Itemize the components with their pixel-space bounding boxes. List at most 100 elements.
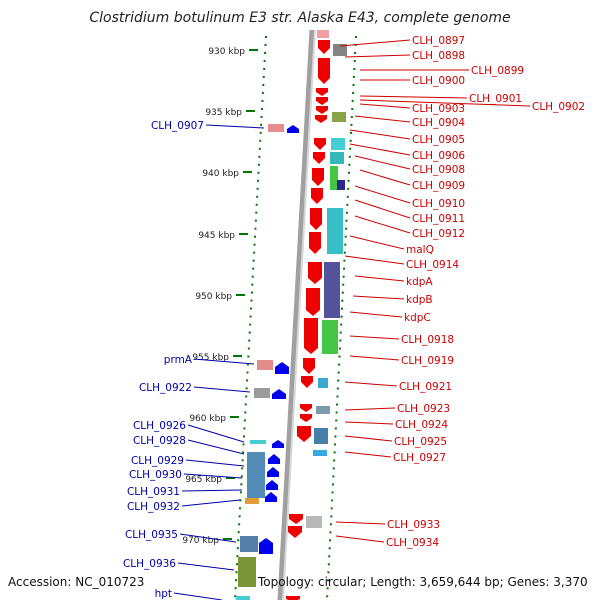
forward-label-leader xyxy=(354,185,411,204)
scale-tick-label: 955 kbp xyxy=(192,353,229,363)
reverse-label-leader xyxy=(187,439,245,455)
forward-label-leader xyxy=(359,99,531,107)
backbone-top-marker xyxy=(317,30,329,38)
reverse-outer-dotted-line xyxy=(234,35,267,600)
forward-gene-label[interactable]: CLH_0904 xyxy=(412,117,465,129)
forward-label-leader xyxy=(354,115,411,123)
reverse-gene-label[interactable]: CLH_0907 xyxy=(151,120,204,132)
forward-gene-arrow xyxy=(316,88,328,96)
feature-box xyxy=(337,180,345,190)
forward-gene-arrow xyxy=(301,376,313,388)
reverse-gene-label[interactable]: CLH_0926 xyxy=(133,420,186,432)
forward-gene-label[interactable]: CLH_0921 xyxy=(399,381,452,393)
reverse-gene-label[interactable]: CLH_0932 xyxy=(127,501,180,513)
forward-gene-label[interactable]: CLH_0905 xyxy=(412,134,465,146)
reverse-label-leader xyxy=(193,386,251,393)
feature-box xyxy=(330,152,344,164)
reverse-gene-label[interactable]: CLH_0928 xyxy=(133,435,186,447)
forward-gene-arrow xyxy=(316,97,328,105)
forward-gene-label[interactable]: CLH_0918 xyxy=(401,334,454,346)
feature-box xyxy=(306,516,322,528)
forward-gene-label[interactable]: CLH_0902 xyxy=(532,101,585,113)
scale-tick-label: 960 kbp xyxy=(189,414,226,424)
forward-label-leader xyxy=(354,275,405,282)
feature-box xyxy=(314,428,328,444)
reverse-gene-label[interactable]: CLH_0931 xyxy=(127,486,180,498)
forward-gene-label[interactable]: CLH_0919 xyxy=(401,355,454,367)
forward-gene-label[interactable]: CLH_0924 xyxy=(395,419,448,431)
forward-gene-arrow xyxy=(310,208,322,230)
feature-box xyxy=(332,112,346,122)
forward-strand-genes xyxy=(286,40,330,600)
forward-gene-label[interactable]: CLH_0898 xyxy=(412,50,465,62)
forward-label-leader xyxy=(344,255,405,265)
feature-box xyxy=(327,208,343,254)
reverse-label-leader xyxy=(187,424,245,443)
reverse-gene-label[interactable]: CLH_0930 xyxy=(129,469,182,481)
reverse-gene-label[interactable]: CLH_0936 xyxy=(123,558,176,570)
forward-gene-arrow xyxy=(312,168,324,186)
feature-box xyxy=(330,166,338,190)
scale-ticks: 930 kbp 935 kbp 940 kbp 945 kbp 950 kbp 955 k… xyxy=(182,47,258,546)
reverse-gene-arrow xyxy=(259,538,273,554)
forward-gene-label[interactable]: kdpA xyxy=(406,276,433,288)
forward-gene-label[interactable]: kdpC xyxy=(404,312,431,324)
forward-label-leader xyxy=(349,355,400,361)
reverse-gene-label[interactable]: CLH_0929 xyxy=(131,455,184,467)
forward-label-leader xyxy=(344,381,398,387)
forward-gene-label[interactable]: CLH_0934 xyxy=(386,537,439,549)
forward-gene-arrow xyxy=(315,115,327,123)
feature-box xyxy=(313,450,327,456)
reverse-strand-genes xyxy=(259,125,299,554)
reverse-gene-label[interactable]: hpt xyxy=(155,588,172,600)
forward-gene-label[interactable]: CLH_0914 xyxy=(406,259,459,271)
reverse-label-leader xyxy=(183,473,243,479)
scale-tick-label: 950 kbp xyxy=(195,292,232,302)
forward-gene-label[interactable]: CLH_0906 xyxy=(412,150,465,162)
forward-gene-arrow xyxy=(311,188,323,204)
feature-box xyxy=(322,320,338,354)
forward-gene-label[interactable]: CLH_0901 xyxy=(469,93,522,105)
reverse-gene-arrow xyxy=(275,362,289,374)
forward-gene-arrow xyxy=(318,58,330,84)
forward-gene-arrow xyxy=(318,40,330,54)
forward-label-leader xyxy=(344,451,392,458)
forward-gene-label[interactable]: CLH_0910 xyxy=(412,198,465,210)
genome-backbone-shadow xyxy=(282,29,316,600)
forward-gene-label[interactable]: CLH_0903 xyxy=(412,103,465,115)
feature-box xyxy=(247,452,265,498)
forward-label-leader xyxy=(349,143,411,156)
reverse-gene-label[interactable]: CLH_0935 xyxy=(125,529,178,541)
forward-gene-arrow xyxy=(286,596,300,600)
feature-box xyxy=(268,124,284,132)
forward-gene-label[interactable]: CLH_0909 xyxy=(412,180,465,192)
forward-gene-label[interactable]: CLH_0900 xyxy=(412,75,465,87)
forward-gene-label[interactable]: CLH_0899 xyxy=(471,65,524,77)
forward-gene-arrow xyxy=(314,138,326,150)
forward-gene-label[interactable]: CLH_0912 xyxy=(412,228,465,240)
scale-tick-label: 935 kbp xyxy=(205,108,242,118)
reverse-gene-arrow xyxy=(265,492,277,502)
forward-gene-label[interactable]: malQ xyxy=(406,244,434,256)
feature-boxes xyxy=(236,44,347,600)
forward-label-leader xyxy=(349,311,403,318)
forward-gene-label[interactable]: CLH_0933 xyxy=(387,519,440,531)
forward-label-leader xyxy=(352,295,405,300)
forward-gene-label[interactable]: kdpB xyxy=(406,294,433,306)
feature-box xyxy=(324,262,340,318)
forward-gene-arrow xyxy=(303,358,315,374)
reverse-gene-label[interactable]: CLH_0922 xyxy=(139,382,192,394)
forward-gene-arrow xyxy=(316,106,328,114)
forward-gene-arrow xyxy=(300,404,312,412)
forward-gene-label[interactable]: CLH_0911 xyxy=(412,213,465,225)
feature-box xyxy=(257,360,273,370)
forward-gene-label[interactable]: CLH_0925 xyxy=(394,436,447,448)
scale-tick-label: 970 kbp xyxy=(182,536,219,546)
forward-gene-label[interactable]: CLH_0897 xyxy=(412,35,465,47)
forward-gene-label[interactable]: CLH_0908 xyxy=(412,164,465,176)
reverse-gene-label[interactable]: prmA xyxy=(164,354,193,366)
forward-gene-label[interactable]: CLH_0923 xyxy=(397,403,450,415)
forward-gene-label[interactable]: CLH_0927 xyxy=(393,452,446,464)
reverse-label-leader xyxy=(193,358,255,365)
